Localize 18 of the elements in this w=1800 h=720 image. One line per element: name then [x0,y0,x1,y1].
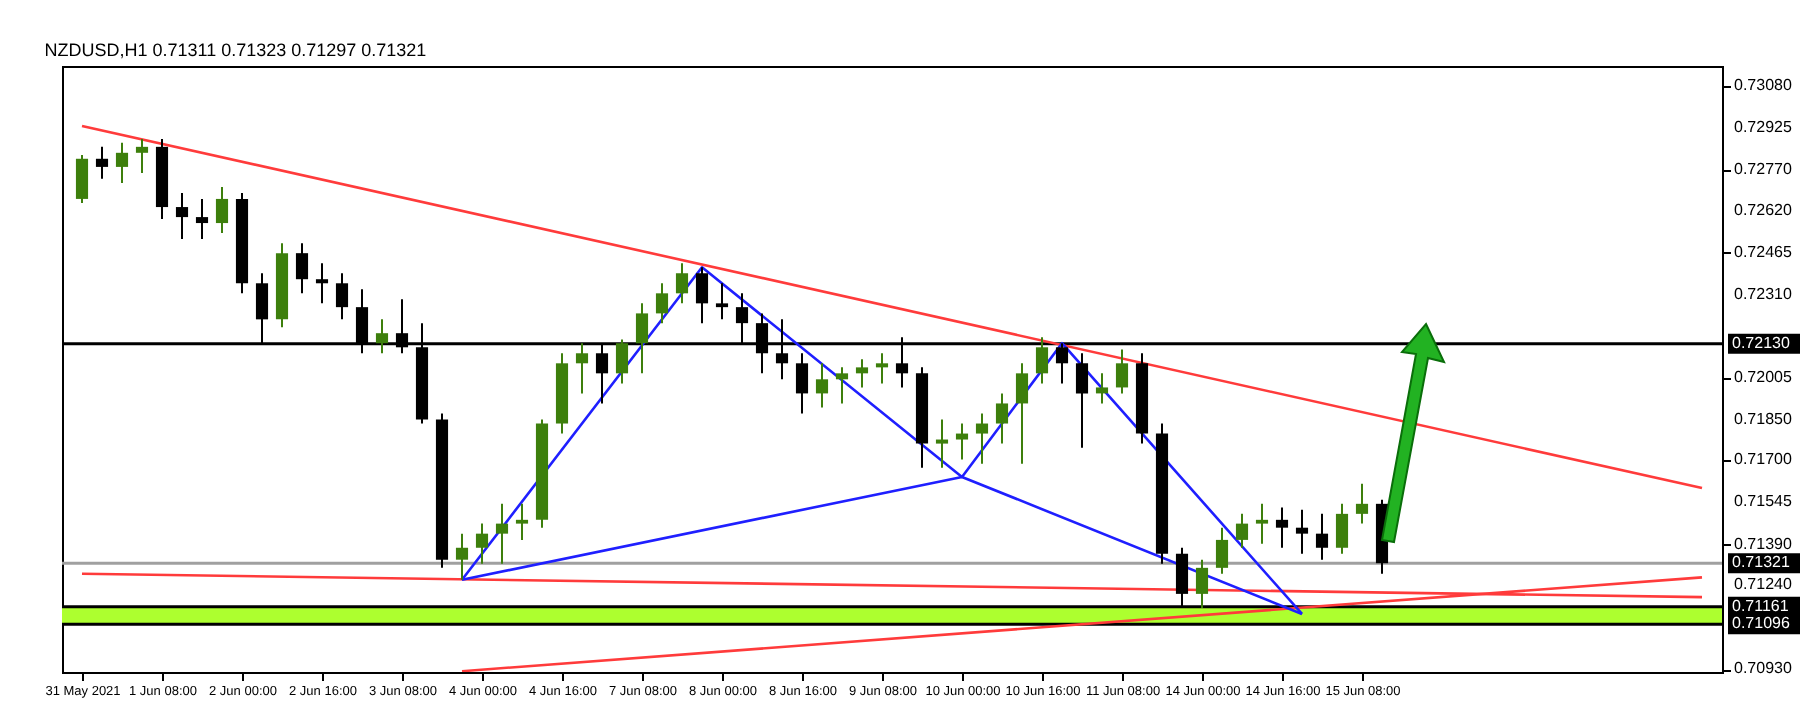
y-tick-label: 0.71390 [1734,534,1793,553]
y-tick-label: 0.71700 [1734,450,1793,469]
y-tick-label: 0.70930 [1734,659,1793,678]
ref-line-label: 0.72130 [1732,333,1791,352]
y-tick-label: 0.72310 [1734,284,1793,303]
chart-title: NZDUSD,H1 0.71311 0.71323 0.71297 0.71321 [44,40,427,60]
y-tick-label: 0.72005 [1734,367,1793,386]
y-tick-label: 0.73080 [1734,76,1793,95]
y-tick-label: 0.72770 [1734,160,1793,179]
ref-line-label: 0.71161 [1732,596,1790,615]
y-tick-label: 0.72465 [1734,242,1793,261]
y-tick-label: 0.71850 [1734,409,1793,428]
y-tick-label: 0.71240 [1734,575,1793,594]
y-tick-label: 0.72620 [1734,200,1793,219]
ref-line-label: 0.71096 [1732,614,1791,633]
y-tick-label: 0.72925 [1734,118,1793,137]
ref-line-label: 0.71321 [1732,553,1791,572]
y-tick-label: 0.71545 [1734,492,1793,511]
